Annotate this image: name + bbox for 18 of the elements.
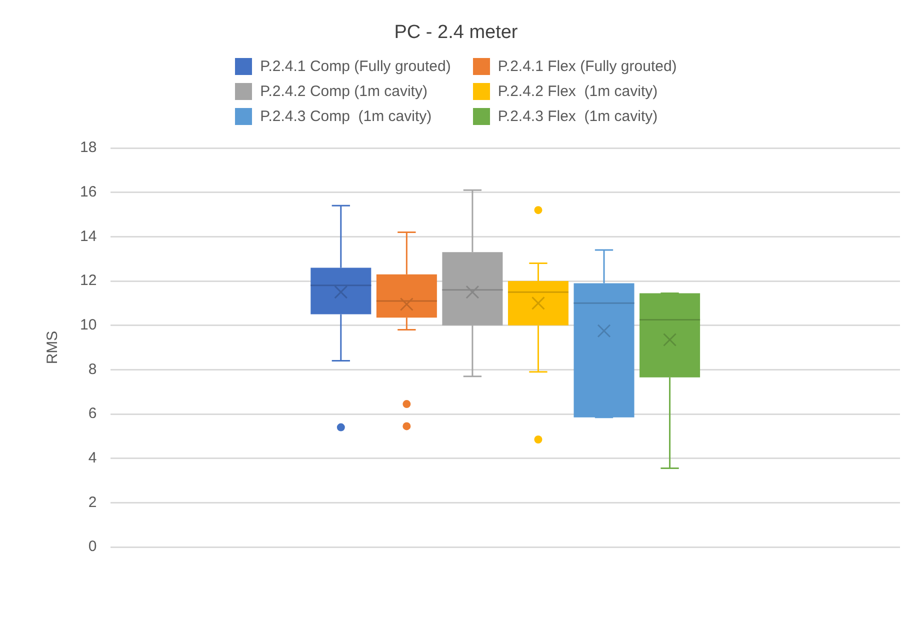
- legend-label: P.2.4.3 Flex (1m cavity): [498, 108, 658, 125]
- legend-label: P.2.4.2 Flex (1m cavity): [498, 83, 658, 100]
- y-tick-label: 12: [80, 272, 97, 290]
- y-tick-label: 0: [88, 538, 97, 556]
- y-tick-label: 10: [80, 316, 97, 334]
- y-tick-label: 18: [80, 139, 97, 156]
- y-tick-label: 16: [80, 183, 97, 200]
- legend-label: P.2.4.1 Flex (Fully grouted): [498, 58, 677, 75]
- y-tick-label: 4: [88, 449, 97, 466]
- legend-label: P.2.4.1 Comp (Fully grouted): [260, 58, 451, 75]
- legend-label: P.2.4.3 Comp (1m cavity): [260, 108, 432, 125]
- legend-label: P.2.4.2 Comp (1m cavity): [260, 83, 428, 100]
- y-tick-label: 2: [88, 494, 97, 511]
- chart-title: PC - 2.4 meter: [393, 21, 519, 45]
- y-tick-label: 8: [88, 360, 97, 378]
- y-tick-label: 14: [80, 228, 97, 245]
- y-tick-label: 6: [88, 405, 97, 422]
- y-axis-title: RMS: [44, 330, 62, 364]
